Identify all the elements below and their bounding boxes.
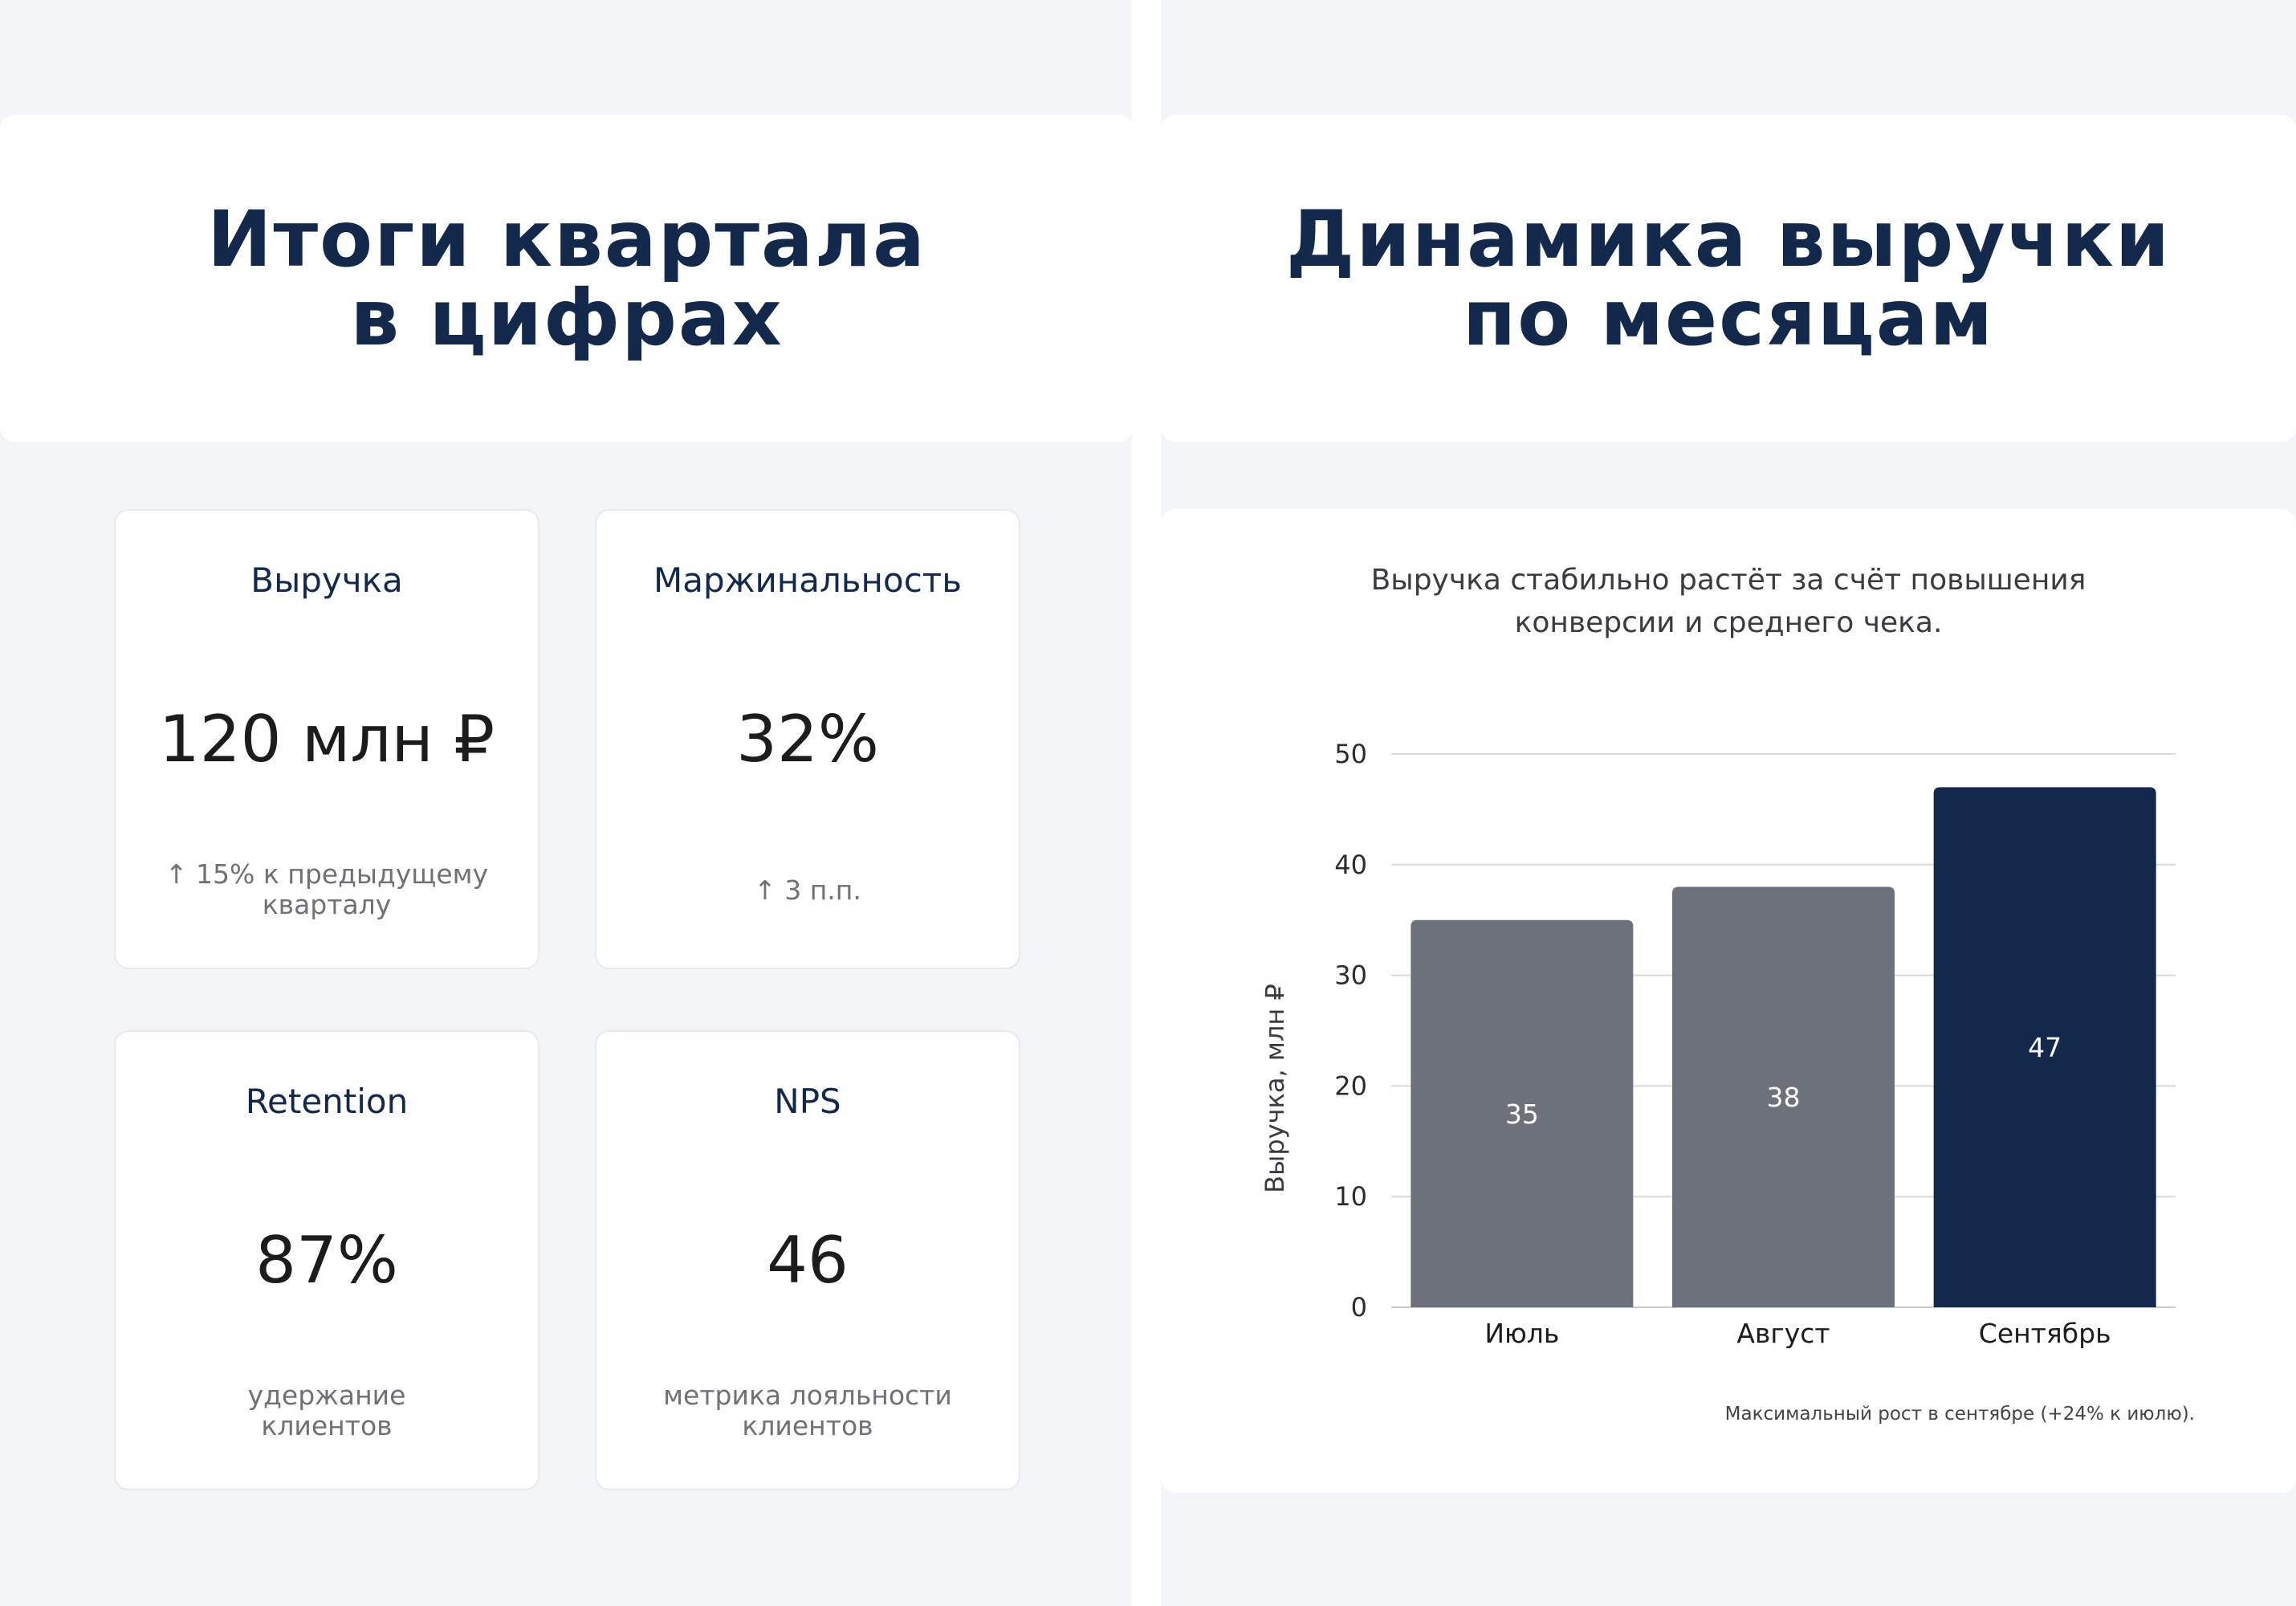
page-title-left: Итоги квартала в цифрах <box>207 200 926 357</box>
chart-subtitle: Выручка стабильно растёт за счёт повышен… <box>1161 559 2296 644</box>
kpi-label: Выручка <box>250 560 403 600</box>
y-tick-label: 0 <box>1351 1292 1367 1323</box>
x-tick-label: Сентябрь <box>1979 1318 2111 1349</box>
kpi-note-line: клиентов <box>742 1410 873 1441</box>
kpi-note: ↑ 15% к предыдущему кварталу <box>148 859 506 920</box>
y-tick-label: 40 <box>1334 850 1367 880</box>
panel-divider <box>1132 0 1161 1606</box>
title-line: Итоги квартала <box>207 194 926 284</box>
bar-value-label: 38 <box>1767 1082 1801 1113</box>
y-tick-label: 10 <box>1334 1181 1367 1212</box>
kpi-note-line: клиентов <box>261 1410 393 1441</box>
kpi-card-margin: Маржинальность 32% ↑ 3 п.п. <box>595 509 1020 969</box>
kpi-value: 32% <box>736 702 879 777</box>
title-line: в цифрах <box>350 272 784 363</box>
chart-footnote: Максимальный рост в сентябре (+24% к июл… <box>1724 1404 2195 1425</box>
bar <box>1411 919 1634 1307</box>
title-line: по месяцам <box>1462 272 1995 363</box>
y-tick-label: 50 <box>1334 739 1367 769</box>
y-tick-label: 20 <box>1334 1070 1367 1101</box>
kpi-label: Маржинальность <box>653 560 963 600</box>
title-card-left: Итоги квартала в цифрах <box>0 115 1134 442</box>
kpi-note: ↑ 3 п.п. <box>629 875 987 906</box>
kpi-value: 46 <box>767 1223 849 1298</box>
kpi-value: 87% <box>255 1223 398 1298</box>
title-card-right: Динамика выручки по месяцам <box>1161 115 2296 442</box>
kpi-note-line: метрика лояльности <box>663 1380 952 1411</box>
bar <box>1672 887 1895 1307</box>
kpi-note-line: ↑ 15% к предыдущему <box>165 858 489 890</box>
kpi-card-revenue: Выручка 120 млн ₽ ↑ 15% к предыдущему кв… <box>114 509 539 969</box>
kpi-note-line: удержание <box>247 1380 406 1411</box>
title-line: Динамика выручки <box>1285 194 2172 284</box>
chart-subtitle-line: конверсии и среднего чека. <box>1514 606 1943 639</box>
chart-card: Выручка стабильно растёт за счёт повышен… <box>1161 509 2296 1493</box>
y-tick-label: 30 <box>1334 960 1367 991</box>
x-tick-label: Июль <box>1484 1318 1559 1349</box>
bar-value-label: 47 <box>2028 1032 2062 1063</box>
kpi-note: метрика лояльности клиентов <box>629 1380 987 1441</box>
kpi-label: Retention <box>245 1082 409 1121</box>
kpi-note-line: кварталу <box>262 889 392 920</box>
kpi-card-nps: NPS 46 метрика лояльности клиентов <box>595 1030 1020 1490</box>
kpi-value: 120 млн ₽ <box>158 702 495 777</box>
x-tick-label: Август <box>1736 1318 1830 1349</box>
chart-subtitle-line: Выручка стабильно растёт за счёт повышен… <box>1370 564 2086 597</box>
kpi-note-line: ↑ 3 п.п. <box>754 874 861 906</box>
bar <box>1933 787 2156 1307</box>
revenue-bar-chart: 0 10 20 30 40 50 35 Июль 38 Август 47 Сентябрь Выруч… <box>1260 739 2176 1349</box>
page-title-right: Динамика выручки по месяцам <box>1286 200 2171 357</box>
kpi-card-retention: Retention 87% удержание клиентов <box>114 1030 539 1490</box>
bar-value-label: 35 <box>1505 1099 1539 1130</box>
kpi-note: удержание клиентов <box>148 1380 506 1441</box>
kpi-label: NPS <box>774 1082 841 1121</box>
y-axis-label: Выручка, млн ₽ <box>1260 984 1290 1193</box>
